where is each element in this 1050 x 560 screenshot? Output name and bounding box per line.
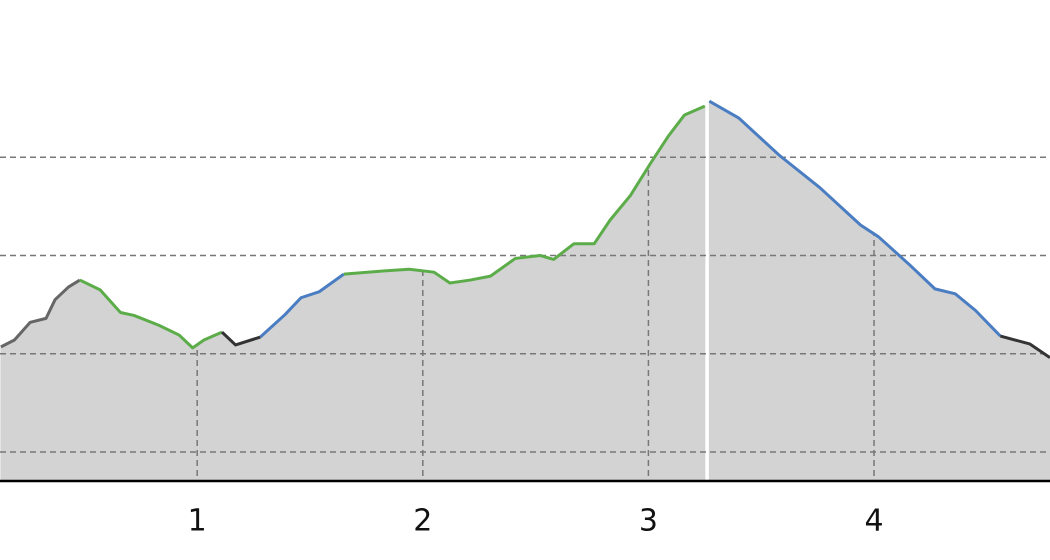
area — [708, 100, 1001, 482]
elevation-line — [259, 272, 345, 339]
x-tick-label: 4 — [864, 504, 883, 539]
area — [79, 279, 223, 482]
area — [259, 273, 345, 482]
x-tick-label: 3 — [639, 504, 658, 539]
elevation-line — [343, 104, 706, 285]
x-tick-label: 1 — [188, 504, 207, 539]
elevation-line — [220, 331, 261, 347]
x-tick-label: 2 — [413, 504, 432, 539]
elevation-line — [0, 278, 81, 349]
elevation-line — [79, 278, 223, 350]
area — [0, 279, 81, 482]
area — [999, 335, 1050, 482]
elevation-line — [999, 334, 1050, 359]
elevation-line — [708, 99, 1002, 338]
